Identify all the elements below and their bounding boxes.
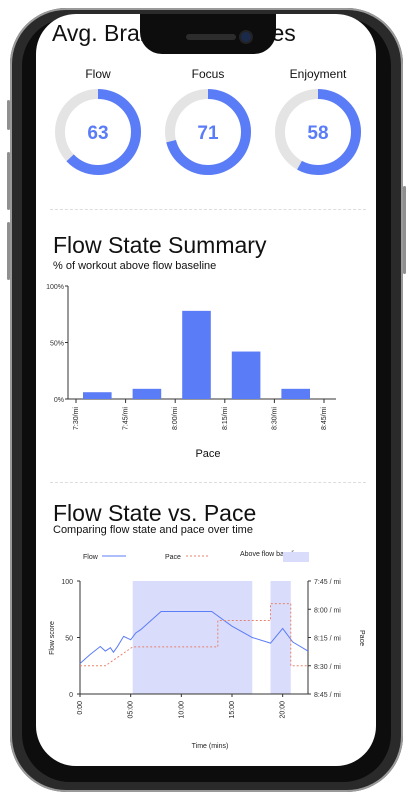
legend-pace-label: Pace <box>165 554 181 561</box>
volume-down-button <box>7 222 10 280</box>
gauge-value-focus: 71 <box>197 123 219 144</box>
legend-band-swatch <box>283 552 309 562</box>
y2-tick-label: 8:00 / mi <box>314 607 341 614</box>
volume-up-button <box>7 152 10 210</box>
bar <box>231 351 261 399</box>
bar <box>281 388 310 399</box>
y2-tick-label: 7:45 / mi <box>314 579 341 586</box>
mute-switch <box>7 100 10 130</box>
x-tick-label: 8:45/mi <box>321 407 328 430</box>
bar <box>132 388 162 399</box>
y2-axis-title: Pace <box>358 630 365 646</box>
y2-tick-label: 8:15 / mi <box>314 636 341 643</box>
section-subtitle-summary: % of workout above flow baseline <box>53 260 217 272</box>
front-camera-icon <box>241 32 251 42</box>
section-title-summary: Flow State Summary <box>53 232 267 258</box>
flow-baseline-band <box>270 581 291 694</box>
x-tick-label: 8:15/mi <box>222 407 229 430</box>
bar <box>182 310 211 399</box>
x-axis-title: Pace <box>195 448 220 460</box>
legend-band-label: Above flow baseline <box>240 551 302 558</box>
gauge-label-flow: Flow <box>85 67 111 81</box>
speaker-grille <box>186 34 236 40</box>
flow-baseline-band <box>132 581 253 694</box>
x-tick-label: 8:30/mi <box>271 407 278 430</box>
gauge-label-focus: Focus <box>191 67 225 81</box>
section-subtitle-pace: Comparing flow state and pace over time <box>53 524 253 536</box>
gauge-label-enjoyment: Enjoyment <box>289 67 347 81</box>
x-axis-title: Time (mins) <box>192 743 229 750</box>
y-tick-label: 100% <box>46 284 64 291</box>
x-tick-label: 05:00 <box>128 701 135 719</box>
x-tick-label: 15:00 <box>229 701 236 719</box>
y-tick-label: 50% <box>50 341 64 348</box>
section-divider <box>50 482 366 483</box>
gauge-value-flow: 63 <box>87 123 108 144</box>
y2-tick-label: 8:45 / mi <box>314 692 341 699</box>
y-tick-label: 0% <box>54 397 64 404</box>
x-tick-label: 8:00/mi <box>172 407 179 430</box>
series-flow-line <box>79 611 309 664</box>
gauge-value-enjoyment: 58 <box>307 123 328 144</box>
flow-vs-pace-line-chart: Flow Pace Above flow baseline 0 50 100 7:45 / … <box>49 551 365 750</box>
y-tick-label: 50 <box>65 636 73 643</box>
section-divider <box>50 209 366 210</box>
y-tick-label: 100 <box>61 579 73 586</box>
gauges-row: 63 71 58 <box>55 89 361 175</box>
y2-tick-label: 8:30 / mi <box>314 664 341 671</box>
series-pace-line <box>80 603 308 667</box>
x-tick-label: 20:00 <box>280 701 287 719</box>
x-tick-label: 7:30/mi <box>73 407 80 430</box>
bar <box>83 392 112 399</box>
legend-flow-label: Flow <box>83 554 99 561</box>
x-tick-label: 0:00 <box>77 701 84 715</box>
section-title-pace: Flow State vs. Pace <box>53 500 257 526</box>
gauge-focus: 71 <box>165 89 251 175</box>
x-tick-label: 7:45/mi <box>123 407 130 430</box>
power-button <box>403 186 406 274</box>
gauge-enjoyment: 58 <box>275 89 361 175</box>
y-tick-label: 0 <box>69 692 73 699</box>
gauge-flow: 63 <box>55 89 141 175</box>
flow-summary-bar-chart: 0% 50% 100% 7:30/mi 7:45/mi 8:00/mi 8:15/mi 8:3… <box>46 284 336 460</box>
y-axis-title: Flow score <box>49 621 56 655</box>
x-tick-label: 10:00 <box>178 701 185 719</box>
